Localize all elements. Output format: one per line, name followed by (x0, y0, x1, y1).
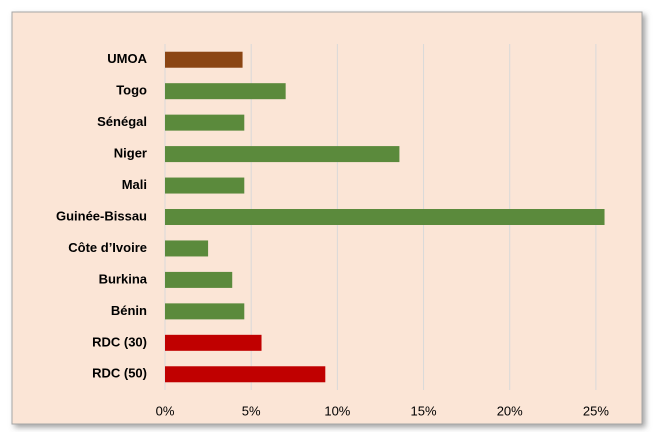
y-tick-label: UMOA (107, 51, 147, 66)
y-tick-label: Sénégal (97, 114, 147, 129)
x-tick-label: 10% (324, 403, 350, 418)
bar (165, 51, 243, 68)
bar (165, 271, 233, 288)
y-tick-label: Bénin (111, 303, 147, 318)
bar (165, 303, 245, 320)
bar (165, 240, 209, 257)
x-tick-label: 0% (156, 403, 175, 418)
y-tick-label: Niger (114, 146, 147, 161)
bar (165, 366, 326, 383)
bar (165, 114, 245, 131)
x-tick-label: 5% (242, 403, 261, 418)
y-tick-label: Guinée-Bissau (56, 208, 147, 223)
bar (165, 146, 400, 163)
x-tick-label: 15% (411, 403, 437, 418)
y-tick-label: RDC (50) (92, 366, 147, 381)
bar (165, 177, 245, 194)
x-tick-label: 25% (583, 403, 609, 418)
y-tick-label: Togo (116, 83, 147, 98)
bar (165, 334, 262, 351)
y-tick-label: Burkina (99, 271, 148, 286)
x-tick-label: 20% (497, 403, 523, 418)
bar (165, 209, 605, 225)
y-tick-label: Mali (122, 177, 147, 192)
y-tick-label: Côte d’Ivoire (68, 240, 147, 255)
bar (165, 83, 286, 100)
y-tick-label: RDC (30) (92, 334, 147, 349)
